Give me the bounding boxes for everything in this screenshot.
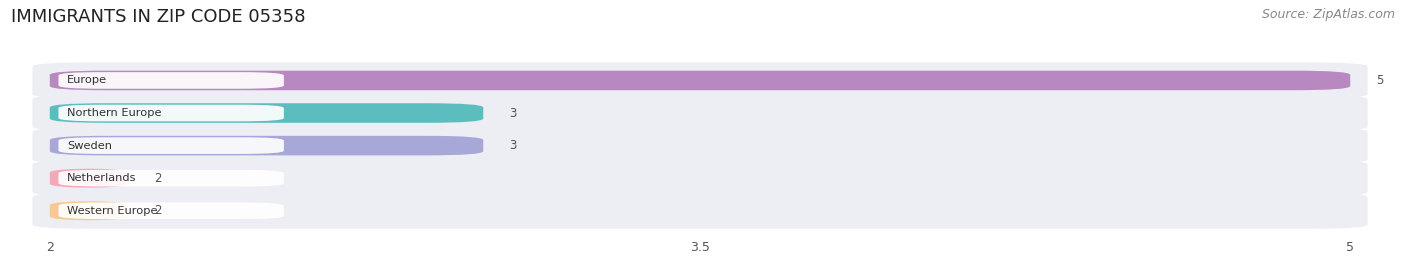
FancyBboxPatch shape (32, 160, 1368, 196)
Text: Northern Europe: Northern Europe (67, 108, 162, 118)
Text: 3: 3 (509, 106, 516, 120)
FancyBboxPatch shape (32, 62, 1368, 99)
Text: Source: ZipAtlas.com: Source: ZipAtlas.com (1261, 8, 1395, 21)
FancyBboxPatch shape (49, 168, 128, 188)
FancyBboxPatch shape (59, 202, 284, 219)
Text: 3: 3 (509, 139, 516, 152)
FancyBboxPatch shape (59, 170, 284, 186)
Text: Europe: Europe (67, 75, 107, 85)
FancyBboxPatch shape (49, 71, 1350, 90)
Text: Western Europe: Western Europe (67, 206, 157, 216)
FancyBboxPatch shape (49, 201, 128, 221)
FancyBboxPatch shape (32, 128, 1368, 164)
FancyBboxPatch shape (49, 103, 484, 123)
FancyBboxPatch shape (59, 72, 284, 89)
FancyBboxPatch shape (32, 193, 1368, 229)
Text: IMMIGRANTS IN ZIP CODE 05358: IMMIGRANTS IN ZIP CODE 05358 (11, 8, 305, 26)
Text: Sweden: Sweden (67, 141, 112, 151)
Text: 2: 2 (153, 204, 162, 217)
Text: 5: 5 (1376, 74, 1384, 87)
FancyBboxPatch shape (49, 136, 484, 155)
FancyBboxPatch shape (32, 95, 1368, 131)
FancyBboxPatch shape (59, 105, 284, 121)
FancyBboxPatch shape (59, 137, 284, 154)
Text: 2: 2 (153, 172, 162, 185)
Text: Netherlands: Netherlands (67, 173, 136, 183)
